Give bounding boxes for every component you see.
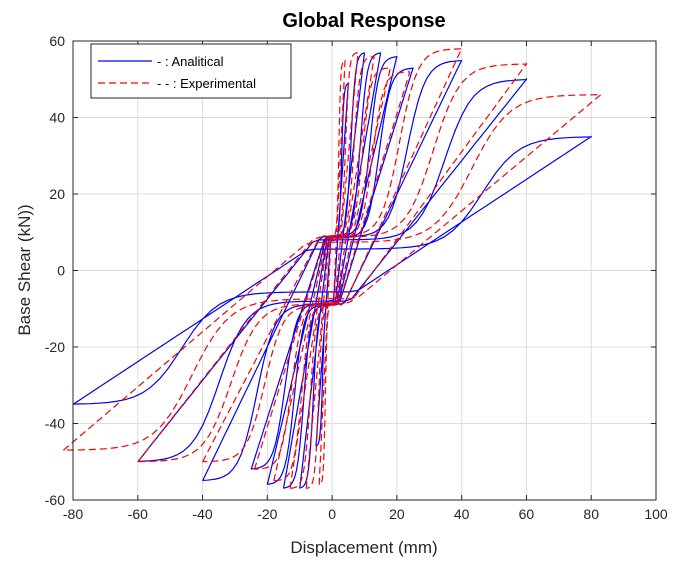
analitical-hysteresis-loop (72, 135, 592, 405)
legend-label-analitical: - : Analitical (157, 54, 224, 69)
experimental-hysteresis-loop (318, 59, 346, 486)
y-tick-label: 60 (49, 33, 65, 49)
experimental-hysteresis-loop (305, 52, 359, 489)
y-tick-label: -60 (45, 492, 65, 508)
x-tick-label: 40 (454, 506, 470, 522)
x-tick-label: -60 (128, 506, 148, 522)
x-tick-label: -40 (192, 506, 212, 522)
y-tick-label: 20 (49, 186, 65, 202)
x-axis-label: Displacement (mm) (290, 538, 437, 557)
y-axis-label: Base Shear (kN)) (15, 204, 34, 335)
analitical-hysteresis-loop (202, 59, 463, 482)
data-curves (62, 48, 602, 489)
experimental-hysteresis-loop (137, 62, 527, 463)
x-tick-label: 20 (389, 506, 405, 522)
experimental-hysteresis-loop (289, 55, 375, 489)
analitical-hysteresis-loop (137, 77, 527, 463)
x-tick-label: -20 (257, 506, 277, 522)
y-tick-label: 40 (49, 110, 65, 126)
analitical-hysteresis-loop (250, 67, 414, 470)
x-tick-label: 100 (644, 506, 668, 522)
x-tick-label: 60 (519, 506, 535, 522)
x-tick-label: 80 (583, 506, 599, 522)
x-tick-label: 0 (328, 506, 336, 522)
y-tick-label: 0 (57, 263, 65, 279)
analitical-hysteresis-loop (299, 52, 366, 489)
legend-box (90, 43, 292, 99)
y-tick-label: -20 (45, 339, 65, 355)
chart-title: Global Response (282, 10, 445, 32)
x-tick-label: -80 (63, 506, 83, 522)
legend-label-experimental: - - : Experimental (157, 76, 256, 91)
analitical-hysteresis-loop (282, 52, 382, 489)
experimental-hysteresis-loop (62, 93, 602, 451)
experimental-hysteresis-loop (202, 48, 463, 463)
y-tick-label: -40 (45, 416, 65, 432)
legend: - : Analitical - - : Experimental (90, 43, 292, 99)
experimental-hysteresis-loop (273, 67, 391, 482)
